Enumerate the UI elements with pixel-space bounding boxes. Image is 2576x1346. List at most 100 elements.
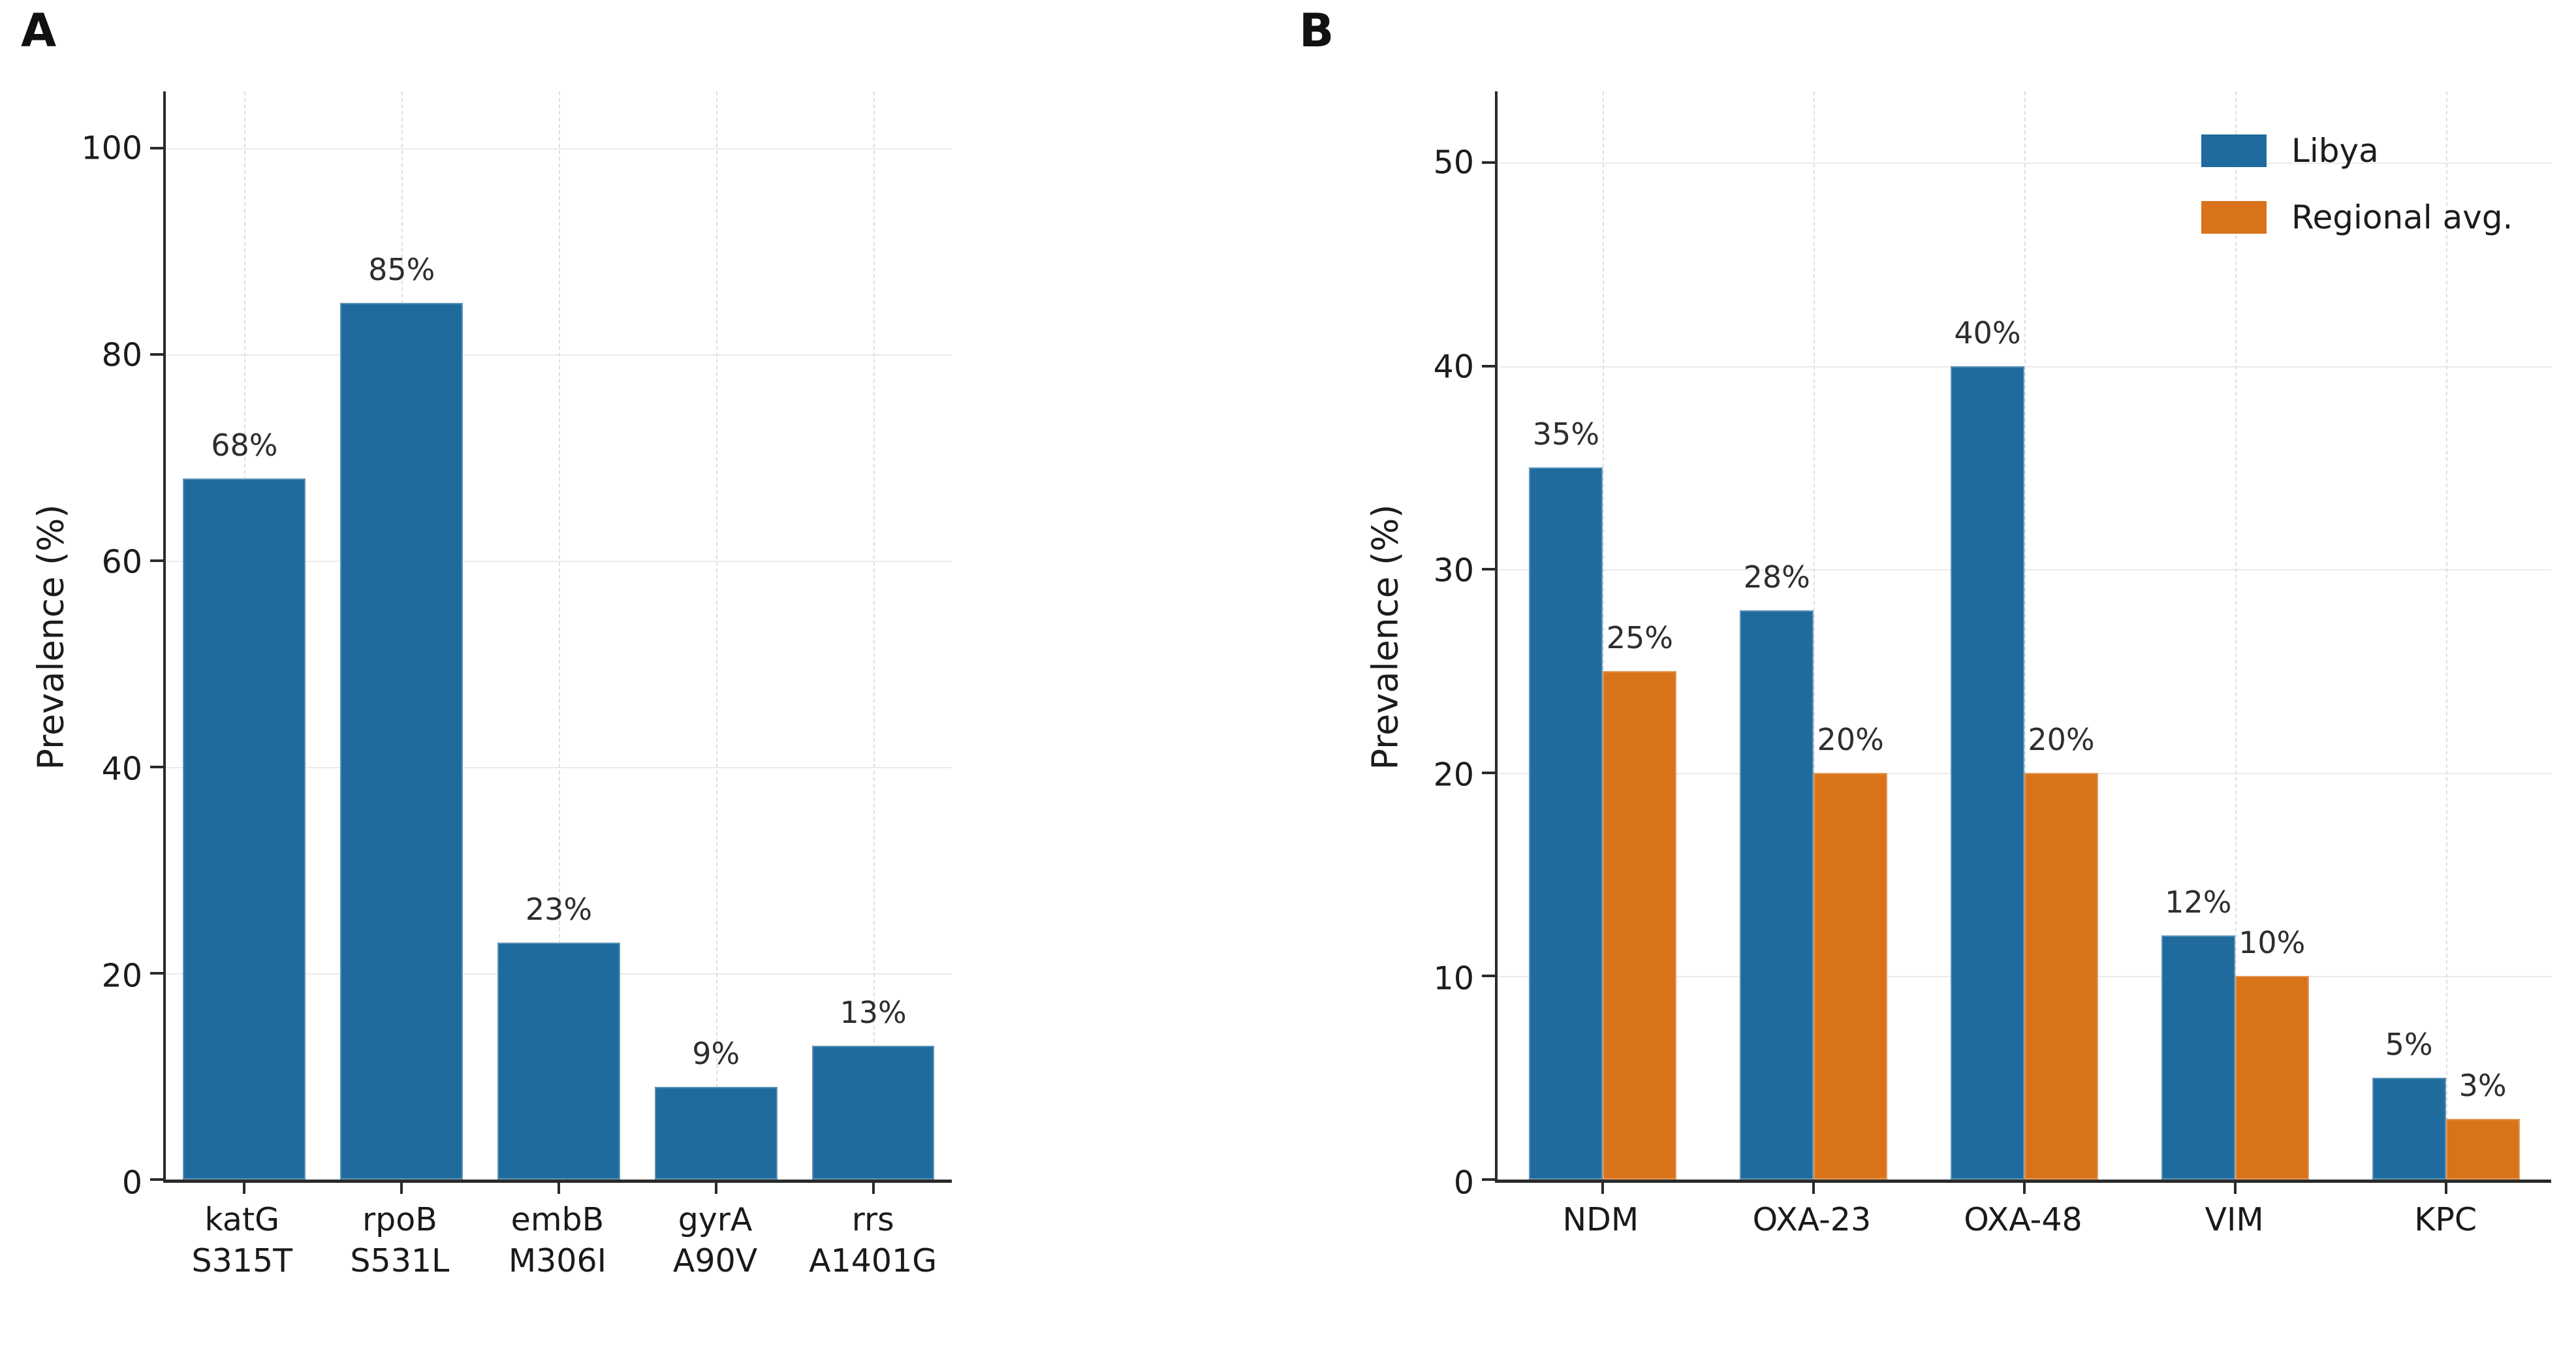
category-slot-rrs-A1401G: 13% <box>794 91 952 1194</box>
bar-Regional-avg--VIM <box>2235 976 2309 1180</box>
x-tick-mark <box>400 1183 403 1194</box>
bar-value-label: 9% <box>692 1035 740 1071</box>
y-tick-label: 10 <box>1433 960 1474 997</box>
y-tick-label: 50 <box>1433 144 1474 181</box>
bar-rpoB-S531L <box>340 302 463 1180</box>
category-slot-katG-S315T: 68% <box>166 91 323 1194</box>
x-tick-mark <box>557 1183 560 1194</box>
x-category-label-VIM: VIM <box>2205 1201 2264 1238</box>
x-category-label-OXA-48: OXA-48 <box>1964 1201 2082 1238</box>
y-tick-mark <box>1482 568 1495 571</box>
legend-swatch-libya <box>2201 134 2267 167</box>
x-tick-mark <box>714 1183 717 1194</box>
bar-value-label: 13% <box>840 994 907 1030</box>
legend-label-libya: Libya <box>2291 132 2379 170</box>
panel-b-plot-area: Libya Regional avg. 35% 25% 28% 20% 40% 20% 12… <box>1482 91 2551 1194</box>
bar-Libya-OXA-48 <box>1951 366 2024 1180</box>
y-tick-mark <box>150 352 163 356</box>
y-tick-mark <box>150 1178 163 1181</box>
panel-a-x-axis-labels: katG S315T rpoB S531L embB M306I gyrA A90V rrs A1… <box>163 1200 952 1281</box>
bar-value-label: 28% <box>1743 559 1810 595</box>
panel-b-x-axis-labels: NDM OXA-23 OXA-48 VIM KPC <box>1495 1200 2551 1241</box>
bar-Regional-avg--OXA-48 <box>2024 772 2098 1180</box>
category-slots: 68% 85% 23% 9% 13% <box>166 91 952 1194</box>
x-category-label-KPC: KPC <box>2414 1201 2477 1238</box>
v-gridline <box>873 91 875 1180</box>
y-tick-label: 100 <box>81 129 142 167</box>
panel-a-y-axis: 0 20 40 60 80 100 <box>31 91 142 1202</box>
x-tick-mark <box>2022 1183 2026 1194</box>
bar-Libya-VIM <box>2161 935 2235 1180</box>
y-tick-label: 0 <box>121 1164 142 1202</box>
x-category-label-OXA-23: OXA-23 <box>1752 1201 1872 1238</box>
panel-b-y-axis: 0 10 20 30 40 50 <box>1363 91 1474 1202</box>
bar-katG-S315T <box>183 478 306 1180</box>
x-category-label-rrs-A1401G: rrs A1401G <box>809 1201 937 1279</box>
panel-b-letter: B <box>1299 4 1334 57</box>
bar-value-label: 35% <box>1532 416 1600 452</box>
category-slot-OXA-48: 40% 20% <box>1919 91 2130 1194</box>
x-tick-mark <box>243 1183 246 1194</box>
y-tick-mark <box>1482 161 1495 164</box>
legend-item-libya: Libya <box>2201 132 2513 170</box>
y-tick-label: 40 <box>1433 348 1474 386</box>
bar-value-label: 40% <box>1954 315 2021 351</box>
y-tick-label: 30 <box>1433 552 1474 589</box>
panel-a-letter: A <box>21 4 57 57</box>
y-tick-mark <box>150 559 163 562</box>
y-tick-mark <box>150 765 163 768</box>
category-slot-rpoB-S531L: 85% <box>323 91 480 1194</box>
x-category-label-rpoB-S531L: rpoB S531L <box>350 1201 450 1279</box>
bar-value-label: 20% <box>1817 721 1884 757</box>
legend-label-regional-avg: Regional avg. <box>2291 198 2513 236</box>
category-slot-VIM: 12% 10% <box>2129 91 2340 1194</box>
y-tick-mark <box>1482 975 1495 978</box>
bar-value-label: 3% <box>2458 1067 2507 1103</box>
panel-a-plot-area: 68% 85% 23% 9% 13% <box>150 91 952 1194</box>
bar-value-label: 12% <box>2165 884 2232 920</box>
y-tick-mark <box>150 971 163 975</box>
bar-value-label: 68% <box>211 427 278 463</box>
x-tick-mark <box>872 1183 875 1194</box>
bar-gyrA-A90V <box>654 1086 778 1180</box>
bar-Regional-avg--KPC <box>2445 1118 2520 1180</box>
y-tick-mark <box>1482 1178 1495 1181</box>
y-tick-label: 80 <box>101 336 142 374</box>
y-tick-label: 20 <box>101 957 142 995</box>
x-tick-mark <box>1601 1183 1605 1194</box>
v-gridline <box>558 91 560 1180</box>
bar-value-label: 5% <box>2385 1027 2433 1063</box>
category-slot-gyrA-A90V: 9% <box>637 91 794 1194</box>
x-tick-mark <box>1812 1183 1815 1194</box>
x-tick-mark <box>2444 1183 2447 1194</box>
y-tick-label: 0 <box>1453 1164 1474 1202</box>
y-tick-mark <box>1482 364 1495 368</box>
category-slot-KPC: 5% 3% <box>2340 91 2551 1194</box>
bar-Libya-OXA-23 <box>1740 610 1814 1180</box>
x-category-label-NDM: NDM <box>1562 1201 1639 1238</box>
bar-value-label: 25% <box>1606 620 1673 656</box>
y-tick-label: 20 <box>1433 756 1474 794</box>
y-tick-mark <box>1482 771 1495 774</box>
bar-value-label: 85% <box>368 251 435 287</box>
x-category-label-embB-M306I: embB M306I <box>508 1201 607 1279</box>
v-gridline <box>715 91 717 1180</box>
bar-value-label: 20% <box>2028 721 2095 757</box>
bar-value-label: 23% <box>525 891 593 927</box>
v-gridline <box>2024 91 2026 1180</box>
v-gridline <box>2445 91 2447 1180</box>
legend-swatch-regional-avg <box>2201 201 2267 234</box>
bar-value-label: 10% <box>2238 925 2306 961</box>
y-tick-mark <box>150 146 163 149</box>
bar-Libya-KPC <box>2372 1078 2446 1180</box>
v-gridline <box>1814 91 1815 1180</box>
bar-embB-M306I <box>497 942 620 1180</box>
bar-Regional-avg--OXA-23 <box>1814 772 1888 1180</box>
bar-rrs-A1401G <box>811 1045 935 1180</box>
legend-item-regional-avg: Regional avg. <box>2201 198 2513 236</box>
bar-Libya-NDM <box>1529 467 1603 1180</box>
category-slot-NDM: 35% 25% <box>1498 91 1708 1194</box>
y-tick-label: 40 <box>101 750 142 788</box>
category-slot-embB-M306I: 23% <box>480 91 638 1194</box>
